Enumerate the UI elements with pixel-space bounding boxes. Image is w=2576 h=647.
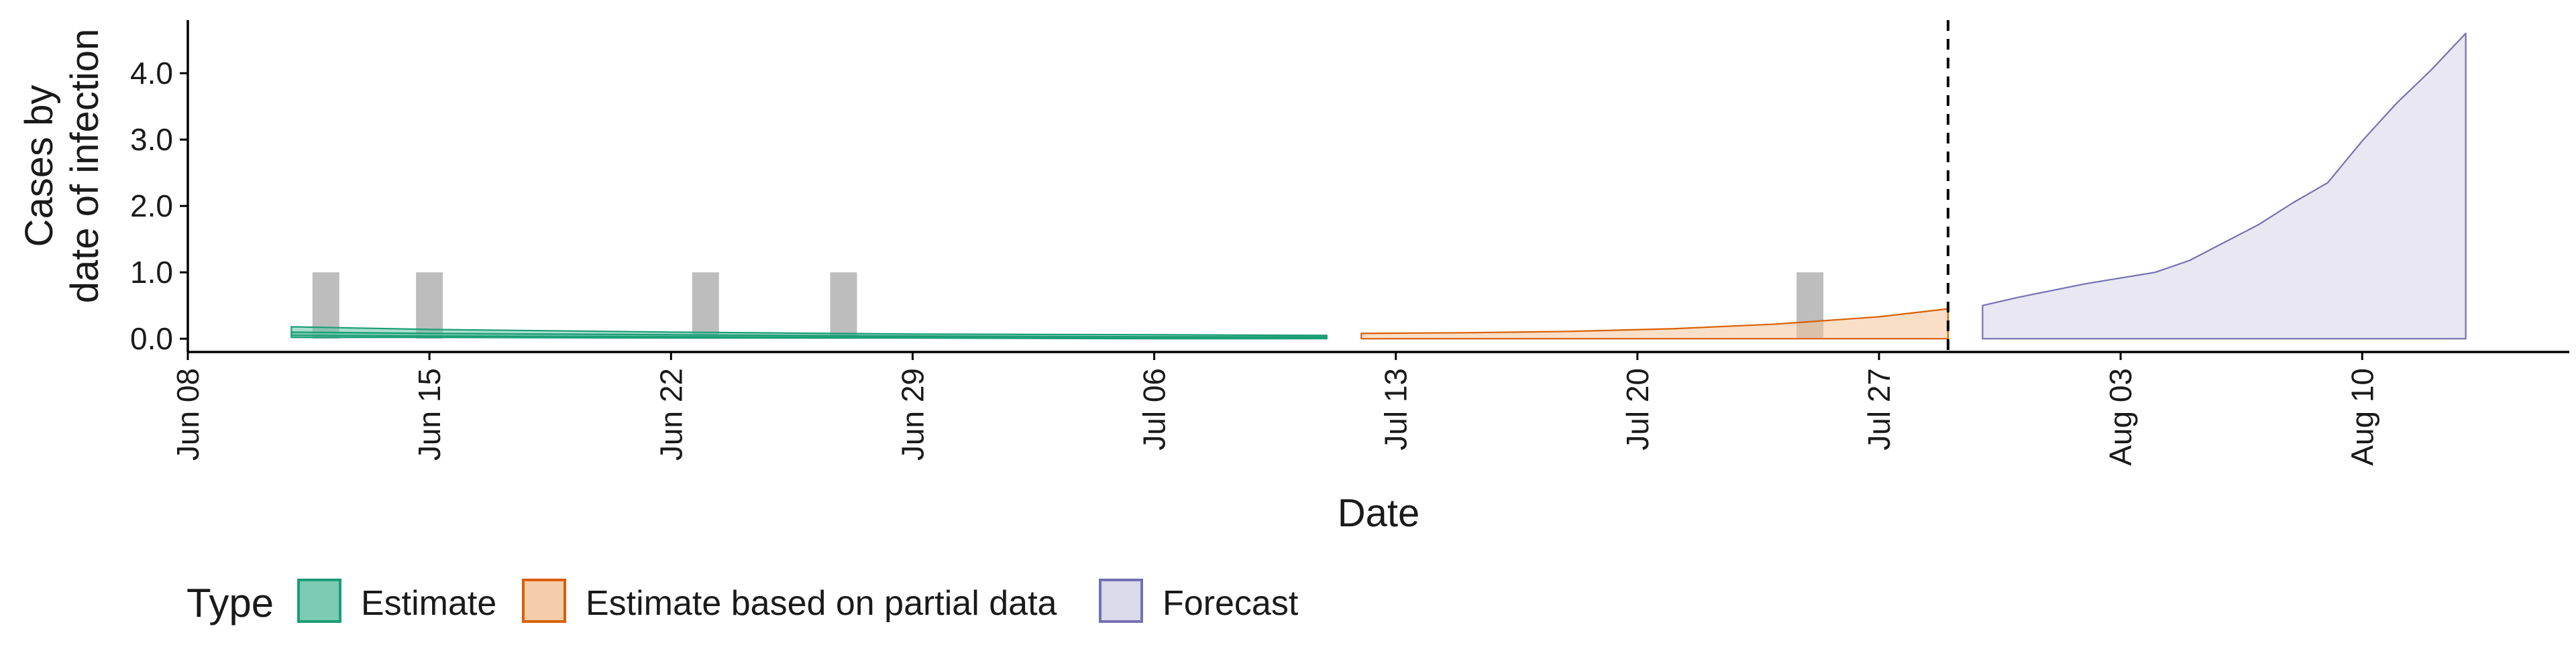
legend: Type Estimate Estimate based on partial da…	[186, 579, 1299, 626]
legend-item-label: Estimate based on partial data	[586, 584, 1057, 623]
legend-key-swatch	[522, 579, 566, 623]
y-tick-label: 0.0	[130, 321, 173, 356]
legend-item-label: Forecast	[1163, 584, 1299, 623]
x-tick-label: Jul 06	[1137, 368, 1172, 451]
y-tick-label: 1.0	[130, 255, 173, 290]
x-tick-label: Jul 27	[1862, 368, 1896, 451]
x-axis-title: Date	[1338, 491, 1420, 535]
reported-case-bar	[692, 272, 719, 339]
x-tick-label: Jun 22	[653, 368, 688, 461]
x-tick-label: Jun 08	[170, 368, 205, 461]
series-area-band	[1982, 32, 2467, 340]
series-area-band	[1360, 308, 1949, 340]
y-tick-label: 3.0	[130, 122, 173, 157]
axes: 0.0 1.0 2.0 3.0 4.0 Jun 08 Jun 15 Jun 22 Jun 29 J…	[130, 20, 2569, 466]
legend-title: Type	[186, 581, 274, 626]
x-tick-label: Aug 03	[2103, 368, 2138, 466]
y-tick-label: 2.0	[130, 188, 173, 223]
reported-case-bar	[416, 272, 443, 339]
x-tick-label: Jun 15	[412, 368, 447, 461]
x-tick-label: Jun 29	[895, 368, 930, 461]
legend-key-swatch	[1099, 579, 1143, 623]
series-areas	[290, 32, 2467, 340]
legend-item-label: Estimate	[361, 584, 496, 623]
reported-cases-bars	[312, 272, 1824, 339]
x-tick-label: Jul 20	[1620, 368, 1655, 451]
reported-case-bar	[830, 272, 857, 339]
legend-key-swatch	[297, 579, 341, 623]
x-tick-label: Aug 10	[2345, 368, 2379, 466]
y-axis-title-line-2: date of infection	[63, 29, 107, 304]
y-tick-label: 4.0	[130, 56, 173, 91]
axis-labels: Date Cases by date of infection	[17, 29, 1419, 535]
x-tick-label: Jul 13	[1379, 368, 1413, 451]
series-area-band	[290, 331, 1328, 339]
y-axis-title-line-1: Cases by	[17, 85, 61, 247]
